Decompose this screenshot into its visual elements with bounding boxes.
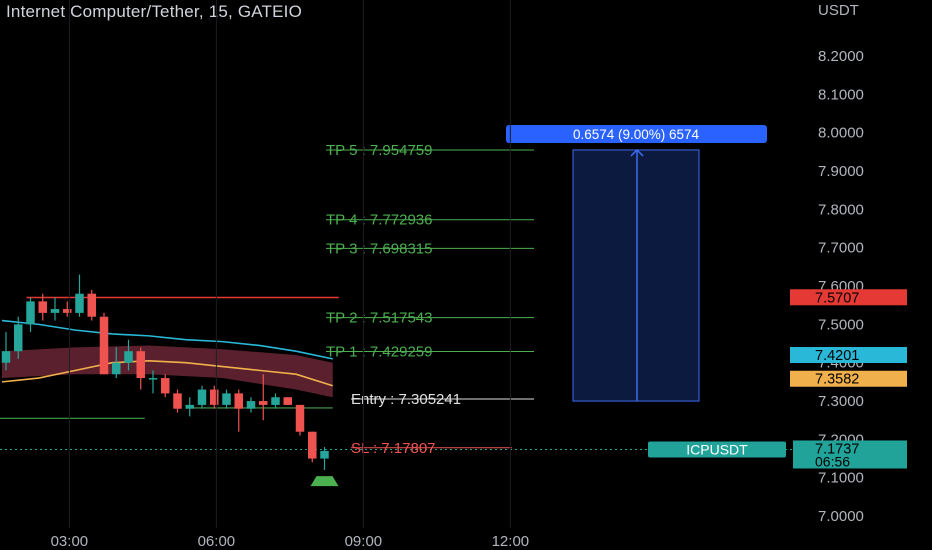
candle-body xyxy=(295,404,305,432)
price-tag-text: 7.3582 xyxy=(815,372,859,388)
candle[interactable] xyxy=(295,404,305,436)
candle-body xyxy=(112,362,121,375)
candle-body xyxy=(259,401,268,405)
candle[interactable] xyxy=(210,385,219,409)
ema-cloud xyxy=(2,345,333,398)
price-tick-label: 7.0000 xyxy=(818,508,864,525)
candle-body xyxy=(161,378,170,394)
price-tick-label: 8.1000 xyxy=(818,86,864,103)
price-tag-text: 7.4201 xyxy=(815,348,859,364)
candle-body xyxy=(271,397,280,405)
candle[interactable] xyxy=(197,385,207,409)
price-tag-text: 7.5707 xyxy=(815,290,859,306)
candle[interactable] xyxy=(148,370,158,394)
projection-arrow-head xyxy=(630,148,644,157)
candle[interactable] xyxy=(222,389,231,409)
candle-body xyxy=(185,404,194,409)
time-axis[interactable]: 03:00 06:00 09:00 12:00 xyxy=(51,0,530,550)
candle[interactable] xyxy=(136,347,146,390)
price-tick-label: 8.0000 xyxy=(818,125,864,142)
price-tick-label: 7.9000 xyxy=(818,163,864,180)
candle-body xyxy=(308,431,317,459)
candle[interactable] xyxy=(87,289,97,321)
candle-body xyxy=(124,351,133,363)
candle-body xyxy=(75,293,84,313)
currency-label: USDT xyxy=(818,2,859,19)
candle[interactable] xyxy=(50,297,60,321)
candle[interactable] xyxy=(26,297,35,333)
projection-badge xyxy=(506,125,767,143)
candle-body xyxy=(320,450,329,459)
candle-body xyxy=(210,389,219,405)
time-tick-label: 12:00 xyxy=(492,533,530,550)
price-tick-label: 7.1000 xyxy=(818,470,864,487)
buy-signal-marker xyxy=(310,476,339,487)
candle-body xyxy=(26,301,35,325)
price-tick-label: 7.3000 xyxy=(818,393,864,410)
candle[interactable] xyxy=(99,312,109,375)
candle[interactable] xyxy=(271,393,280,409)
candle-body xyxy=(38,301,47,313)
candle[interactable] xyxy=(246,397,256,413)
candle[interactable] xyxy=(124,339,133,371)
price-projection[interactable]: 0.6574 (9.00%) 6574 xyxy=(506,125,767,402)
candle[interactable] xyxy=(173,389,182,413)
price-tag xyxy=(790,370,907,387)
candle-body xyxy=(50,309,60,313)
candle[interactable] xyxy=(283,397,293,405)
price-tag xyxy=(790,347,907,364)
candle[interactable] xyxy=(234,389,244,432)
candle-body xyxy=(234,393,243,409)
candle-body xyxy=(136,351,145,379)
projection-label: 0.6574 (9.00%) 6574 xyxy=(573,127,700,142)
candle-body xyxy=(246,401,256,409)
candle-body xyxy=(14,324,23,352)
ema-band xyxy=(2,345,333,398)
candle[interactable] xyxy=(320,447,329,471)
price-tick-label: 8.2000 xyxy=(818,48,864,65)
candle-body xyxy=(283,397,292,405)
last-price-tag xyxy=(793,440,907,469)
candle[interactable] xyxy=(1,332,11,371)
symbol-badge-text: ICPUSDT xyxy=(686,441,748,457)
time-tick-label: 03:00 xyxy=(51,533,89,550)
candle[interactable] xyxy=(112,347,121,379)
price-tick-label: 7.7000 xyxy=(818,240,864,257)
candle[interactable] xyxy=(185,397,195,417)
projection-box[interactable] xyxy=(572,149,700,402)
candle[interactable] xyxy=(308,431,317,463)
candle-body xyxy=(63,309,72,313)
candle[interactable] xyxy=(75,274,84,317)
candles[interactable] xyxy=(1,274,339,487)
candle[interactable] xyxy=(14,316,23,359)
time-tick-label: 06:00 xyxy=(198,533,236,550)
candle-body xyxy=(1,351,11,363)
price-tick-label: 7.5000 xyxy=(818,316,864,333)
candle-body xyxy=(222,393,231,405)
last-price-text: 7.1737 xyxy=(815,441,859,457)
candle-body xyxy=(173,393,182,409)
candle-body xyxy=(197,389,207,405)
chart-title: Internet Computer/Tether, 15, GATEIO xyxy=(6,2,303,21)
candle-body xyxy=(99,316,109,375)
candle[interactable] xyxy=(161,374,170,398)
price-tick-label: 7.8000 xyxy=(818,201,864,218)
bar-countdown: 06:56 xyxy=(815,453,850,469)
time-tick-label: 09:00 xyxy=(345,533,383,550)
ema-fast-line xyxy=(1,360,333,387)
symbol-badge xyxy=(648,441,786,458)
candle[interactable] xyxy=(259,374,268,421)
candle[interactable] xyxy=(38,293,48,321)
candle[interactable] xyxy=(63,301,72,317)
candle-body xyxy=(148,378,158,380)
ema-slow-line xyxy=(1,319,333,360)
candle-body xyxy=(87,293,96,317)
price-tag xyxy=(790,289,907,306)
